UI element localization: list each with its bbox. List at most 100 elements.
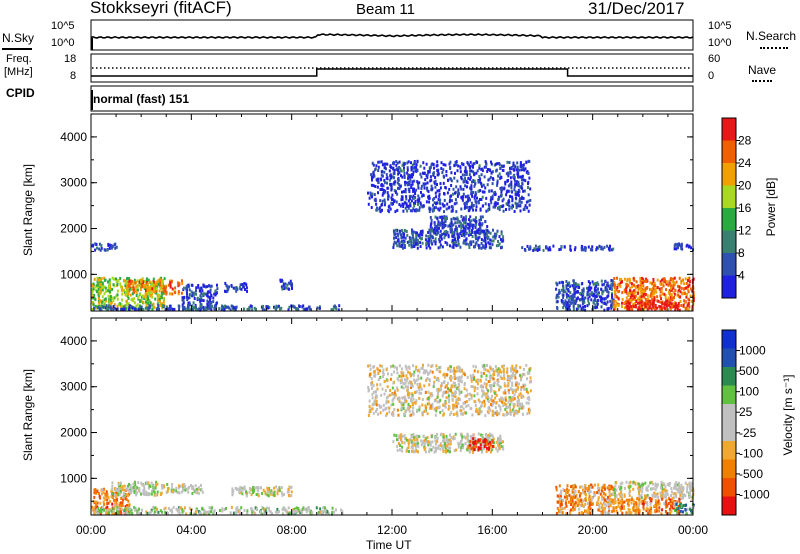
nsky-label: N.Sky [2,31,35,45]
freq-label-1: Freq. [6,53,32,65]
x-tick-label: 04:00 [176,523,206,537]
velocity-echo-region [231,485,293,498]
velocity-echo-region [367,363,532,418]
power-colorbar-cell [722,253,736,276]
velocity-ytick-label: 2000 [60,426,87,440]
power-echo-region [92,304,341,312]
power-echo-region [521,244,615,252]
velocity-colorbar-tick-label: 100 [739,385,759,399]
cpid-value: normal (fast) 151 [93,92,190,106]
velocity-data-layer [91,363,695,516]
velocity-echo-region [166,483,204,495]
velocity-colorbar-tick-label: 25 [739,405,753,419]
x-tick-label: 00:00 [76,523,106,537]
power-ytick-label: 4000 [60,130,87,144]
velocity-echo-region [111,480,169,498]
velocity-colorbar-tick-label: -100 [739,446,763,460]
velocity-colorbar-tick-label: 1000 [739,344,766,358]
noise-tick-bottom-right: 10^0 [708,37,732,49]
power-echo-region [91,242,118,252]
velocity-echo-region [91,505,344,516]
beam-title: Beam 11 [356,1,415,18]
freq-tick-bottom: 8 [70,70,77,82]
station-title: Stokkseyri (fitACF) [90,0,232,17]
velocity-colorbar-cell [722,348,736,367]
freq-tick-top: 18 [64,53,77,65]
power-colorbar-tick-label: 20 [738,179,752,193]
velocity-colorbar-tick-label: -25 [739,426,757,440]
cpid-label: CPID [6,86,35,100]
velocity-colorbar-cell [722,422,736,441]
velocity-ytick-label: 4000 [60,334,87,348]
velocity-ytick-label: 3000 [60,380,87,394]
nave-label: Nave [748,63,777,77]
x-tick-label: 12:00 [377,523,407,537]
x-tick-label: 16:00 [477,523,507,537]
velocity-echo-region [613,496,683,516]
power-colorbar-tick-label: 8 [738,246,745,260]
velocity-colorbar-tick-label: 500 [739,364,759,378]
power-colorbar-tick-label: 12 [738,224,752,238]
velocity-colorbar-cell [722,404,736,423]
velocity-echo-region [613,480,695,500]
nave-legend-line [752,80,772,82]
nsky-trace [90,33,694,39]
power-colorbar-tick-label: 4 [738,269,745,283]
power-ytick-label: 1000 [60,267,87,281]
power-echo-region [126,279,184,296]
power-echo-region [555,279,615,312]
power-data-layer [91,159,695,312]
power-colorbar-cell [722,208,736,231]
noise-panel-frame [90,19,694,51]
power-colorbar-tick-label: 24 [738,156,752,170]
power-colorbar-cell [722,163,736,186]
power-echo-region [279,278,294,291]
power-colorbar-cell [722,118,736,141]
velocity-colorbar-cell [722,330,736,349]
x-tick-label: 08:00 [277,523,307,537]
velocity-colorbar-cell [722,367,736,386]
power-ytick-label: 2000 [60,222,87,236]
nsearch-legend-line [760,47,788,49]
velocity-colorbar-tick-label: -1000 [739,487,770,501]
power-colorbar-cell [722,275,736,298]
noise-tick-top-left: 10^5 [51,20,75,32]
x-tick-label: 00:00 [678,523,708,537]
power-echo-region [673,242,694,252]
power-echo-region [625,299,680,312]
velocity-colorbar-cell [722,459,736,478]
velocity-echo-region [467,437,494,452]
power-echo-region [224,281,248,294]
velocity-colorbar-frame [721,329,737,516]
velocity-colorbar-cell [722,441,736,460]
velocity-echo-region [673,501,695,516]
nave-tick-bottom: 0 [708,70,715,82]
velocity-colorbar-cell [722,478,736,497]
nave-trace [91,68,693,77]
nave-tick-top: 60 [708,53,721,65]
power-colorbar-tick-label: 16 [738,201,752,215]
date-title: 31/Dec/2017 [588,0,685,18]
velocity-ytick-label: 1000 [60,471,87,485]
power-ytick-label: 3000 [60,176,87,190]
x-tick-label: 20:00 [578,523,608,537]
nsky-legend-line [2,48,32,50]
velocity-colorbar-tick-label: -500 [739,467,763,481]
power-echo-region [429,215,489,237]
velocity-colorbar-cell [722,496,736,515]
noise-tick-bottom-left: 10^0 [51,37,75,49]
noise-tick-top-right: 10^5 [708,20,732,32]
power-colorbar-cell [722,185,736,208]
power-colorbar-cell [722,230,736,253]
power-colorbar-tick-label: 28 [738,134,752,148]
velocity-echo-region [555,483,615,516]
power-echo-region [367,159,532,214]
velocity-colorbar-cell [722,385,736,404]
x-axis-label: Time UT [366,538,412,552]
power-colorbar-cell [722,140,736,163]
cpid-panel-frame [90,85,694,112]
freq-label-2: [MHz] [4,66,33,78]
nsearch-label: N.Search [746,29,797,43]
freq-panel-frame [90,53,694,83]
